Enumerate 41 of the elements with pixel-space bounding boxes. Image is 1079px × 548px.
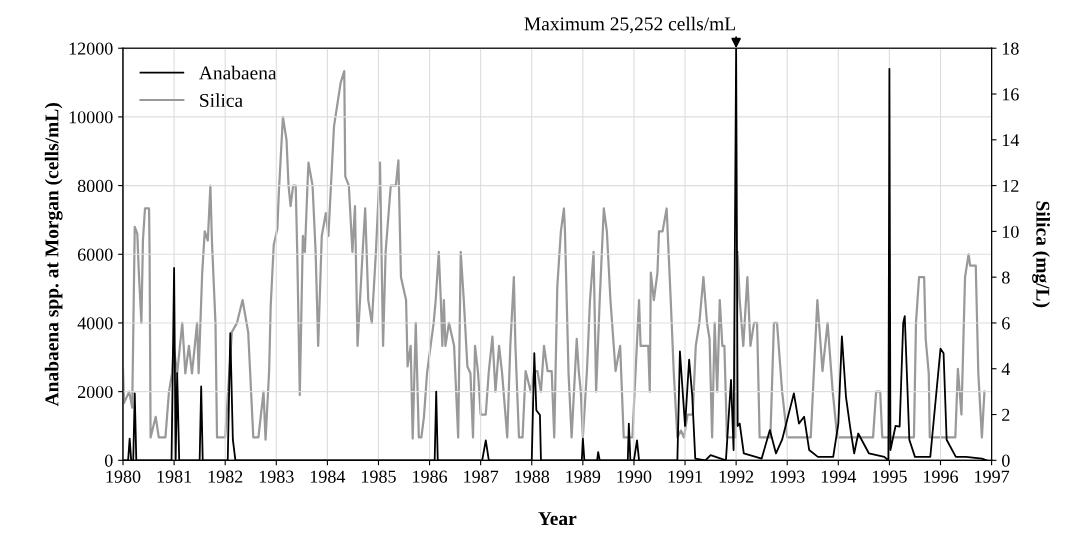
y-tick-label: 10000 xyxy=(69,111,113,124)
x-tick-label: 1993 xyxy=(770,470,805,483)
y-tick-label: 12000 xyxy=(69,42,113,55)
x-tick-label: 1981 xyxy=(157,470,192,483)
x-tick-label: 1984 xyxy=(310,470,346,483)
y-tick-label: 0 xyxy=(104,454,113,467)
y-tick-label: 6000 xyxy=(77,248,113,261)
legend-label: Anabaena xyxy=(199,65,277,80)
x-axis-title: Year xyxy=(538,512,577,526)
y2-tick-label: 0 xyxy=(1002,454,1010,467)
x-tick-label: 1982 xyxy=(208,470,243,483)
y2-tick-label: 16 xyxy=(1002,88,1019,101)
y2-tick-label: 12 xyxy=(1002,179,1019,192)
y-tick-label: 2000 xyxy=(77,385,113,399)
x-tick-label: 1983 xyxy=(259,470,294,483)
annotation: Maximum 25,252 cells/mL xyxy=(524,16,735,34)
y2-tick-label: 10 xyxy=(1002,225,1019,238)
y2-tick-label: 14 xyxy=(1002,134,1020,147)
x-tick-label: 1986 xyxy=(413,470,448,483)
x-tick-label: 1980 xyxy=(106,470,141,483)
x-tick-label: 1988 xyxy=(515,470,550,483)
y2-tick-label: 4 xyxy=(1001,363,1011,376)
x-tick-label: 1990 xyxy=(617,470,652,483)
legend-label: Silica xyxy=(200,93,243,107)
x-tick-label: 1989 xyxy=(566,470,601,483)
y2-axis-title: Silica (mg/L) xyxy=(1032,201,1050,308)
y2-tick-label: 2 xyxy=(1002,408,1010,421)
x-tick-label: 1995 xyxy=(872,470,907,483)
x-tick-label: 1996 xyxy=(924,470,959,483)
y-tick-label: 4000 xyxy=(77,317,113,330)
x-tick-label: 1991 xyxy=(668,470,703,483)
x-tick-label: 1994 xyxy=(821,470,857,483)
y2-tick-label: 6 xyxy=(1002,317,1010,330)
x-tick-label: 1992 xyxy=(719,470,754,483)
y-tick-label: 8000 xyxy=(77,179,113,193)
y-axis-title: Anabaena spp. at Morgan (cells/mL) xyxy=(44,103,63,407)
x-tick-label: 1997 xyxy=(975,470,1010,483)
y2-tick-label: 8 xyxy=(1002,271,1010,284)
y2-tick-label: 18 xyxy=(1002,42,1019,55)
x-tick-label: 1985 xyxy=(362,470,396,483)
x-tick-label: 1987 xyxy=(464,470,499,483)
